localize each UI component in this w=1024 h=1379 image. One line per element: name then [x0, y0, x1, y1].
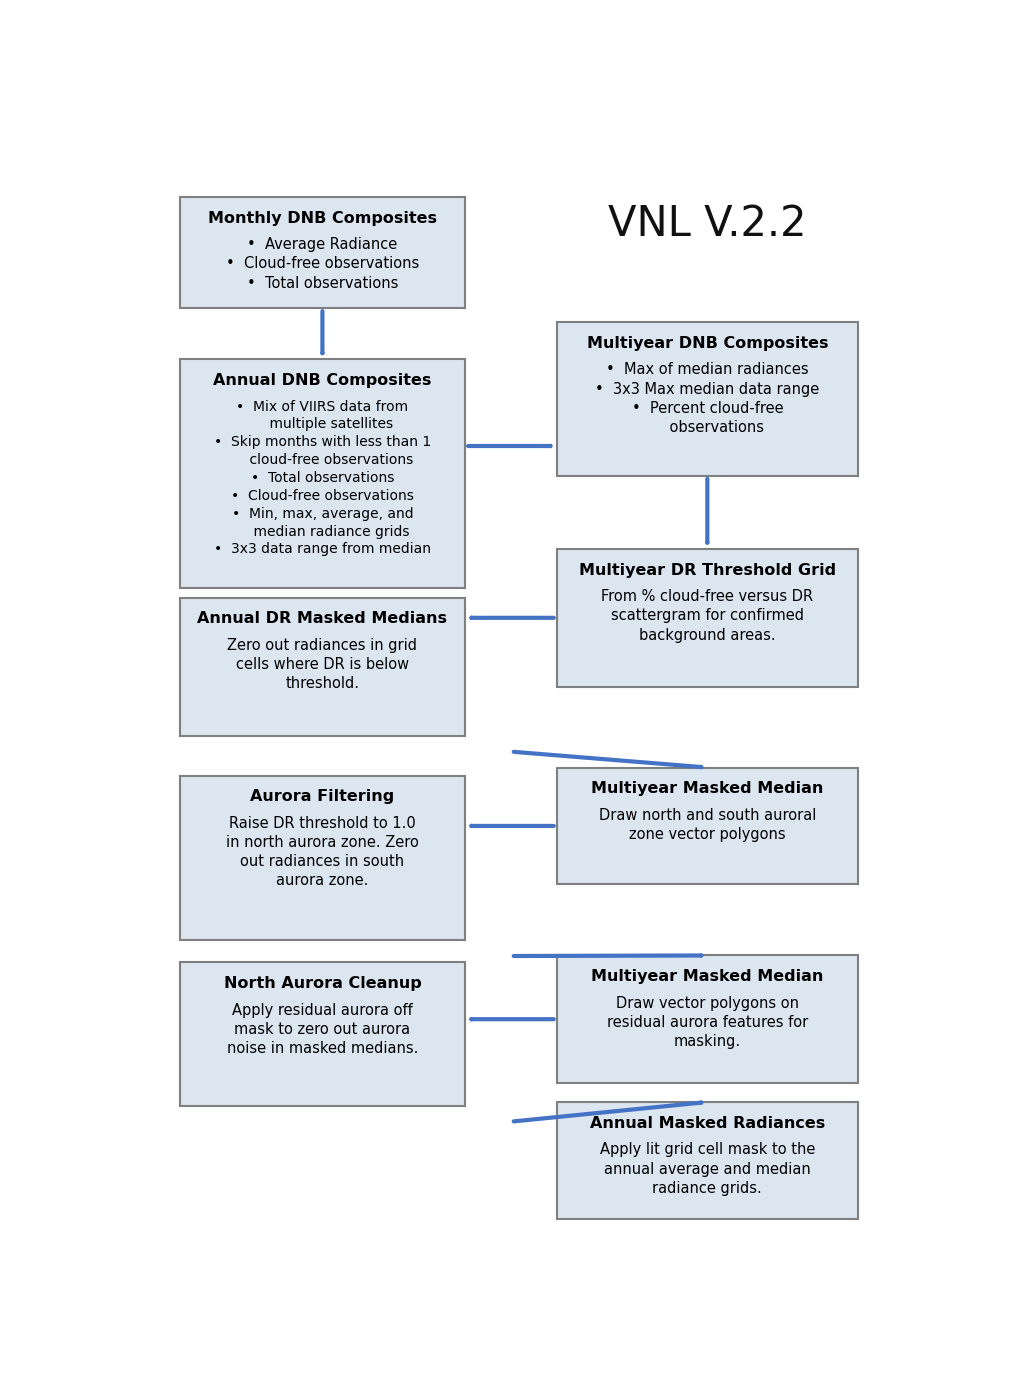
Text: Multiyear DNB Composites: Multiyear DNB Composites [587, 336, 828, 350]
Text: Raise DR threshold to 1.0
in north aurora zone. Zero
out radiances in south
auro: Raise DR threshold to 1.0 in north auror… [226, 816, 419, 888]
FancyBboxPatch shape [179, 775, 465, 940]
Text: Aurora Filtering: Aurora Filtering [250, 789, 394, 804]
Text: Apply lit grid cell mask to the
annual average and median
radiance grids.: Apply lit grid cell mask to the annual a… [600, 1142, 815, 1196]
Text: Zero out radiances in grid
cells where DR is below
threshold.: Zero out radiances in grid cells where D… [227, 638, 418, 691]
Text: Annual DR Masked Medians: Annual DR Masked Medians [198, 611, 447, 626]
FancyBboxPatch shape [557, 549, 858, 687]
Text: VNL V.2.2: VNL V.2.2 [608, 203, 807, 245]
Text: Apply residual aurora off
mask to zero out aurora
noise in masked medians.: Apply residual aurora off mask to zero o… [226, 1003, 418, 1056]
Text: Annual Masked Radiances: Annual Masked Radiances [590, 1116, 825, 1131]
FancyBboxPatch shape [179, 963, 465, 1106]
FancyBboxPatch shape [557, 956, 858, 1083]
FancyBboxPatch shape [179, 597, 465, 735]
Text: Multiyear Masked Median: Multiyear Masked Median [591, 969, 823, 985]
Text: From % cloud-free versus DR
scattergram for confirmed
background areas.: From % cloud-free versus DR scattergram … [601, 589, 813, 643]
FancyBboxPatch shape [179, 360, 465, 587]
Text: North Aurora Cleanup: North Aurora Cleanup [223, 976, 421, 992]
Text: •  Mix of VIIRS data from
    multiple satellites
•  Skip months with less than : • Mix of VIIRS data from multiple satell… [214, 400, 431, 556]
Text: •  Average Radiance
•  Cloud-free observations
•  Total observations: • Average Radiance • Cloud-free observat… [226, 237, 419, 291]
Text: Draw vector polygons on
residual aurora features for
masking.: Draw vector polygons on residual aurora … [606, 996, 808, 1049]
Text: Monthly DNB Composites: Monthly DNB Composites [208, 211, 437, 226]
Text: Draw north and south auroral
zone vector polygons: Draw north and south auroral zone vector… [599, 808, 816, 843]
Text: Annual DNB Composites: Annual DNB Composites [213, 374, 432, 387]
FancyBboxPatch shape [557, 323, 858, 476]
Text: Multiyear Masked Median: Multiyear Masked Median [591, 782, 823, 796]
Text: •  Max of median radiances
•  3x3 Max median data range
•  Percent cloud-free
  : • Max of median radiances • 3x3 Max medi… [595, 363, 819, 434]
FancyBboxPatch shape [557, 768, 858, 884]
FancyBboxPatch shape [179, 197, 465, 309]
Text: Multiyear DR Threshold Grid: Multiyear DR Threshold Grid [579, 563, 836, 578]
FancyBboxPatch shape [557, 1102, 858, 1219]
